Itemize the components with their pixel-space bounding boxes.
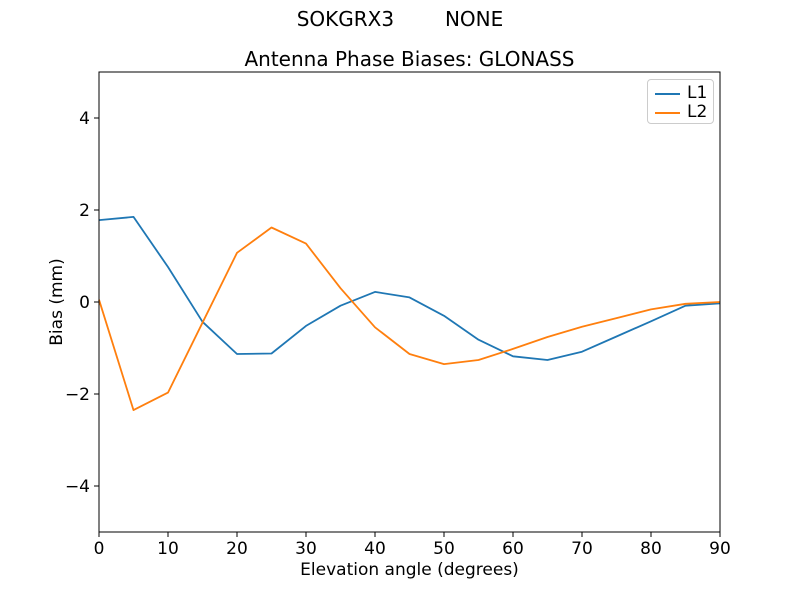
x-tick-label: 0 [94, 539, 105, 559]
x-tick-label: 20 [226, 539, 248, 559]
data-line-l1 [98, 215, 721, 361]
legend-item-l1: L1 [655, 84, 713, 103]
x-tick-label: 40 [364, 539, 386, 559]
y-tick-label: 2 [79, 201, 90, 221]
x-tick-label: 90 [709, 539, 731, 559]
x-tick-label: 80 [640, 539, 662, 559]
legend: L1 L2 [647, 79, 714, 124]
x-tick-label: 60 [502, 539, 524, 559]
legend-line-sample-l2 [655, 111, 680, 114]
y-tick-label: −2 [65, 385, 90, 405]
x-tick-label: 10 [157, 539, 179, 559]
x-axis-label: Elevation angle (degrees) [300, 560, 519, 580]
plot-lines [98, 215, 721, 412]
y-tick-label: 0 [79, 293, 90, 313]
legend-line-sample-l1 [655, 92, 680, 95]
legend-item-l2: L2 [655, 103, 713, 122]
data-line-l2 [98, 226, 721, 412]
x-tick-label: 50 [433, 539, 455, 559]
y-tick-label: 4 [79, 109, 90, 129]
y-axis-label: Bias (mm) [47, 258, 67, 346]
chart-title: Antenna Phase Biases: GLONASS [244, 47, 575, 71]
x-tick-label: 30 [295, 539, 317, 559]
plot-area-border [98, 71, 721, 533]
legend-label-l1: L1 [687, 83, 708, 103]
legend-label-l2: L2 [687, 102, 708, 122]
y-tick-label: −4 [65, 477, 90, 497]
figure-suptitle: SOKGRX3 NONE [296, 7, 504, 31]
axis-ticks: 0 10 20 30 40 50 60 70 80 90 −4 −2 0 2 4 [65, 109, 731, 559]
x-tick-label: 70 [571, 539, 593, 559]
